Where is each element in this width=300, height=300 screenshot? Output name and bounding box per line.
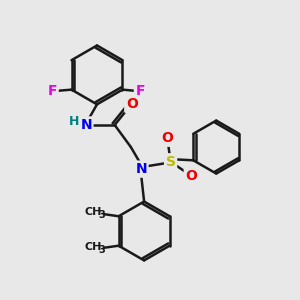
Text: N: N [135,162,147,176]
Text: F: F [135,84,145,98]
Text: O: O [185,169,197,184]
Text: CH: CH [85,207,102,217]
Text: CH: CH [85,242,102,252]
Text: 3: 3 [98,210,105,220]
Text: S: S [166,155,176,169]
Text: 3: 3 [98,245,105,255]
Text: H: H [69,115,80,128]
Text: O: O [126,98,138,111]
Text: N: N [80,118,92,132]
Text: F: F [48,84,57,98]
Text: O: O [162,131,174,145]
